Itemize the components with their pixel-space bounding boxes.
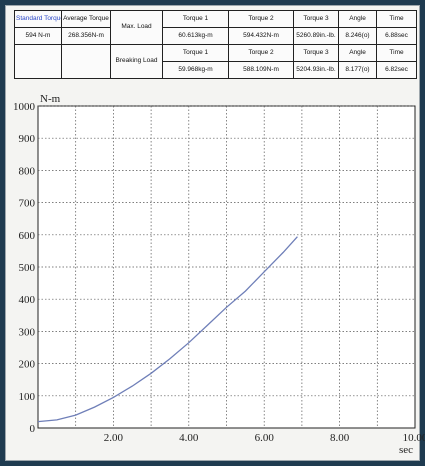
- y-tick-label: 400: [19, 294, 36, 306]
- y-tick-label: 1000: [13, 101, 36, 113]
- angle-header: Angle: [338, 10, 377, 28]
- break-time-value: 6.82sec: [376, 61, 417, 79]
- y-tick-label: 900: [19, 133, 36, 145]
- breaking-load-label: Breaking Load: [110, 44, 163, 79]
- angle-header-2: Angle: [338, 44, 377, 62]
- torque1-header-2: Torque 1: [162, 44, 229, 62]
- standard-torque-header: Standard Torque: [14, 10, 62, 28]
- max-torque3-value: 5260.89in.-lb.: [293, 27, 339, 45]
- y-tick-label: 100: [19, 391, 36, 403]
- break-angle-value: 8.177(o): [338, 61, 377, 79]
- y-tick-label: 800: [19, 165, 36, 177]
- x-tick-label: 8.00: [330, 432, 350, 444]
- empty-cell: [14, 44, 62, 79]
- average-torque-value: 268.356N-m: [61, 27, 111, 45]
- x-tick-label: 2.00: [104, 432, 124, 444]
- torque3-header-2: Torque 3: [293, 44, 339, 62]
- table-row: Breaking Load Torque 1 Torque 2 Torque 3…: [14, 44, 417, 79]
- torque-series-line: [37, 236, 298, 423]
- max-time-value: 6.88sec: [376, 27, 417, 45]
- table-row: Standard Torque Average Torque Max. Load…: [14, 10, 417, 45]
- x-tick-label: 6.00: [255, 432, 275, 444]
- y-tick-label: 500: [19, 262, 36, 274]
- y-tick-label: 200: [19, 359, 36, 371]
- y-tick-label: 0: [30, 423, 36, 435]
- break-torque2-value: 588.109N-m: [228, 61, 294, 79]
- time-header: Time: [376, 10, 417, 28]
- y-axis-label: N-m: [40, 93, 61, 105]
- x-tick-label: 10.00: [403, 432, 425, 444]
- max-torque2-value: 594.432N-m: [228, 27, 294, 45]
- x-axis-label: sec: [399, 444, 413, 456]
- torque-results-table: Standard Torque Average Torque Max. Load…: [14, 10, 417, 79]
- break-torque3-value: 5204.93in.-lb.: [293, 61, 339, 79]
- x-tick-label: 4.00: [179, 432, 199, 444]
- y-tick-label: 700: [19, 198, 36, 210]
- y-tick-label: 600: [19, 230, 36, 242]
- y-tick-label: 300: [19, 326, 36, 338]
- empty-cell: [61, 44, 111, 79]
- table-row: 59.968kg-m 588.109N-m 5204.93in.-lb. 8.1…: [15, 61, 417, 79]
- torque3-header: Torque 3: [293, 10, 339, 28]
- average-torque-header: Average Torque: [61, 10, 111, 28]
